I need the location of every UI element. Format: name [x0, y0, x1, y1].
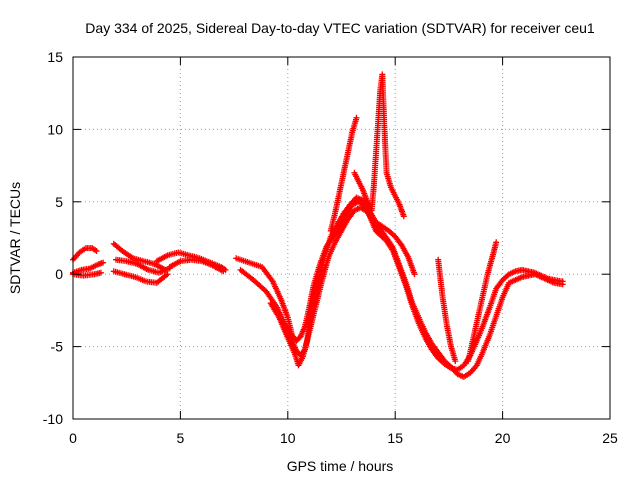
x-tick-label: 0: [69, 430, 77, 446]
x-tick-label: 15: [387, 430, 403, 446]
y-tick-label: -10: [43, 411, 63, 427]
chart-title: Day 334 of 2025, Sidereal Day-to-day VTE…: [85, 20, 595, 36]
data-point: [100, 259, 107, 266]
series-track-12: [327, 114, 360, 234]
data-point: [97, 269, 104, 276]
series-track-15: [465, 239, 500, 365]
y-tick-label: 0: [55, 266, 63, 282]
plot-frame: [72, 56, 611, 420]
series-track-9: [233, 198, 566, 373]
axis-ticks: 0 5 10 15 20 25 -10 -5 0 5 10 15: [43, 49, 618, 446]
x-tick-label: 20: [495, 430, 511, 446]
data-point: [493, 239, 500, 246]
series-track-14: [435, 256, 459, 365]
series-track-10: [237, 204, 566, 380]
data-point: [164, 271, 171, 278]
series-track-4: [110, 240, 169, 273]
x-tick-label: 25: [602, 430, 618, 446]
data-point: [452, 358, 459, 365]
data-point: [400, 213, 407, 220]
data-point: [220, 268, 227, 275]
grid: [73, 57, 610, 419]
series-track-5: [110, 268, 171, 286]
series-track-8: [166, 256, 227, 275]
y-tick-label: 5: [55, 194, 63, 210]
x-axis-label: GPS time / hours: [287, 458, 394, 474]
data-point: [353, 114, 360, 121]
y-tick-label: 15: [47, 49, 63, 65]
x-tick-label: 10: [280, 430, 296, 446]
series-track-1: [70, 245, 100, 263]
x-tick-label: 5: [177, 430, 185, 446]
data-point: [559, 281, 566, 288]
series-track-6: [113, 256, 173, 276]
data-points: [70, 71, 566, 380]
data-point: [411, 271, 418, 278]
series-track-13: [351, 71, 407, 220]
data-point: [93, 248, 100, 254]
y-axis-label: SDTVAR / TECUs: [7, 182, 23, 294]
y-tick-label: -5: [51, 339, 64, 355]
y-tick-label: 10: [47, 121, 63, 137]
